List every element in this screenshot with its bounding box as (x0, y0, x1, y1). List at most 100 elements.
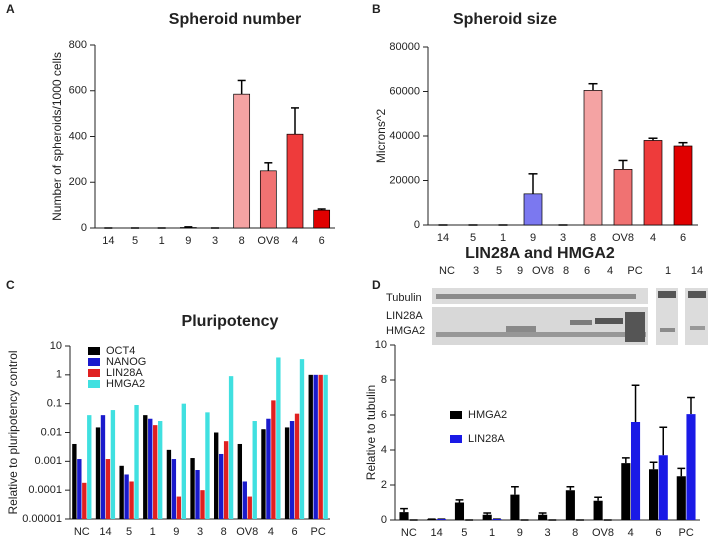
y-tick-label: 10 (375, 339, 387, 351)
x-tick-label: 3 (212, 235, 218, 247)
blot-panel (685, 288, 708, 345)
bar (454, 502, 465, 520)
bar (658, 455, 668, 520)
x-tick-label: OV8 (257, 235, 279, 247)
bar (399, 512, 409, 520)
blot-title: LIN28A and HMGA2 (465, 245, 615, 262)
y-tick-label: 6 (381, 409, 387, 421)
x-tick-label: 6 (655, 527, 661, 539)
bar (284, 427, 290, 519)
bar (299, 359, 305, 519)
bar (214, 432, 219, 519)
bar (621, 463, 631, 520)
bar (318, 374, 323, 519)
y-tick-label: 4 (381, 444, 387, 456)
y-tick-label: 8 (381, 374, 387, 386)
bar (87, 415, 92, 519)
bar (643, 140, 663, 226)
y-tick-label: 0.1 (47, 398, 62, 410)
lane-label: 3 (473, 265, 479, 277)
bar (143, 415, 148, 519)
bar (523, 193, 543, 226)
x-tick-label: 9 (173, 526, 179, 538)
x-tick-label: 6 (319, 235, 325, 247)
x-tick-label: 1 (150, 526, 156, 538)
x-tick-label: 9 (185, 235, 191, 247)
bar (124, 474, 129, 519)
x-tick-label: 3 (197, 526, 203, 538)
y-tick-label: 40000 (389, 130, 420, 142)
x-tick-label: 5 (461, 527, 467, 539)
x-tick-label: 6 (291, 526, 297, 538)
bar (223, 441, 229, 519)
y-tick-label: 0.001 (34, 455, 62, 467)
y-axis-label: Relative to tubulin (364, 385, 378, 480)
x-tick-label: 4 (628, 527, 634, 539)
bar (593, 500, 603, 520)
bar (129, 481, 134, 519)
bar (205, 412, 210, 519)
lane-label: 4 (607, 265, 613, 277)
bar (482, 514, 492, 520)
y-tick-label: 20000 (389, 174, 420, 186)
bar (286, 133, 304, 229)
x-tick-label: 1 (159, 235, 165, 247)
legend-label: NANOG (106, 356, 146, 368)
lane-label: NC (439, 265, 455, 277)
legend-label: LIN28A (106, 367, 143, 379)
bar (82, 482, 87, 519)
bar (134, 404, 139, 519)
x-tick-label: PC (678, 527, 693, 539)
x-tick-label: 9 (530, 232, 536, 244)
legend-swatch (88, 369, 100, 377)
bar (200, 490, 205, 519)
legend-label: HMGA2 (106, 378, 145, 390)
x-tick-label: 14 (99, 526, 111, 538)
bar (166, 449, 172, 519)
lane-label: 5 (496, 265, 502, 277)
x-tick-label: 4 (650, 232, 656, 244)
bar (649, 469, 659, 520)
lane-label: 8 (563, 265, 569, 277)
y-tick-label: 80000 (389, 41, 420, 53)
blot-bands (436, 291, 706, 342)
x-tick-label: 1 (500, 232, 506, 244)
bar (195, 470, 200, 519)
bar (676, 476, 686, 520)
x-tick-label: 6 (680, 232, 686, 244)
x-tick-label: OV8 (592, 527, 614, 539)
x-tick-label: 14 (102, 235, 114, 247)
lane-label: 14 (691, 265, 703, 277)
bar (148, 418, 153, 519)
x-tick-label: NC (401, 527, 417, 539)
legend-swatch (88, 358, 100, 366)
panel-label: D (372, 278, 381, 292)
legend-swatch (450, 411, 462, 419)
y-tick-label: 10 (50, 340, 62, 352)
lane-label: 9 (517, 265, 523, 277)
lane-label: 1 (665, 265, 671, 277)
y-tick-label: 1 (56, 369, 62, 381)
blot-row-label: HMGA2 (386, 325, 425, 337)
bar (686, 414, 696, 520)
bar (271, 400, 276, 519)
x-tick-label: 4 (292, 235, 298, 247)
bar (565, 490, 575, 520)
blot-row-label: LIN28A (386, 310, 423, 322)
bar (259, 170, 277, 229)
bar (289, 421, 295, 519)
blot-row-label: Tubulin (386, 292, 422, 304)
bar (492, 519, 502, 520)
x-tick-label: 5 (126, 526, 132, 538)
y-tick-label: 400 (69, 130, 87, 142)
y-tick-label: 200 (69, 176, 87, 188)
y-tick-label: 0 (381, 514, 387, 526)
bar (308, 374, 313, 519)
y-tick-label: 0 (81, 222, 87, 234)
bar (157, 421, 163, 519)
y-axis-label: Number of spheroids/1000 cells (50, 52, 64, 221)
lane-label: PC (627, 265, 642, 277)
y-axis-label: Relative to pluripotency control (6, 350, 20, 514)
legend-label: OCT4 (106, 345, 135, 357)
bar (233, 93, 251, 229)
